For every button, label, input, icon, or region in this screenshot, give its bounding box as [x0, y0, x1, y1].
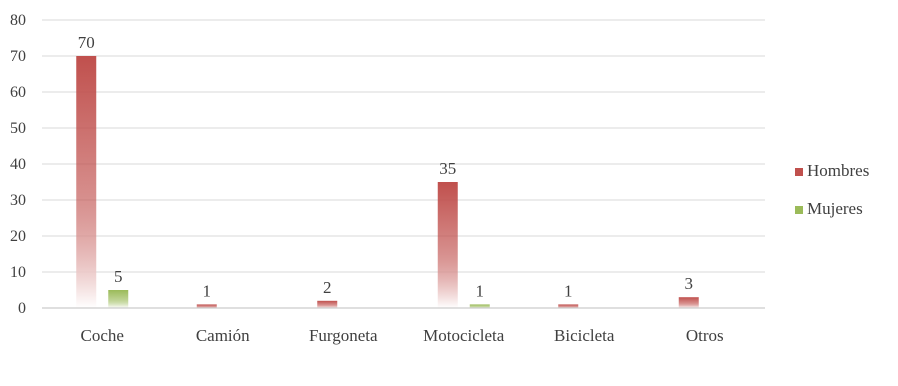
x-category-label: Motocicleta — [423, 326, 505, 345]
x-category-label: Coche — [81, 326, 124, 345]
data-label-hombres-0: 70 — [78, 33, 95, 52]
y-tick-label: 0 — [18, 300, 26, 317]
data-label-hombres-4: 1 — [564, 281, 573, 300]
y-tick-label: 20 — [10, 228, 26, 245]
data-label-hombres-3: 35 — [439, 159, 456, 178]
legend-label-hombres: Hombres — [807, 161, 869, 180]
legend: Hombres Mujeres — [795, 161, 869, 218]
y-tick-label: 30 — [10, 192, 26, 209]
bar-hombres-0 — [76, 56, 97, 308]
x-category-label: Furgoneta — [309, 326, 378, 345]
bars — [76, 56, 699, 308]
legend-swatch-mujeres — [795, 206, 803, 214]
x-axis: Coche Camión Furgoneta Motocicleta Bicicleta… — [42, 307, 765, 345]
legend-swatch-hombres — [795, 168, 803, 176]
y-tick-label: 40 — [10, 156, 26, 173]
x-category-label: Camión — [196, 326, 250, 345]
y-tick-label: 80 — [10, 12, 26, 29]
data-labels: 70 5 1 2 35 1 1 3 — [78, 33, 693, 300]
y-tick-label: 10 — [10, 264, 26, 281]
x-category-label: Otros — [686, 326, 724, 345]
bar-hombres-1 — [196, 304, 217, 308]
y-axis-tick-labels: 0 10 20 30 40 50 60 70 80 — [10, 12, 26, 317]
bar-mujeres-3 — [469, 304, 490, 308]
y-tick-label: 70 — [10, 48, 26, 65]
bar-hombres-2 — [317, 300, 338, 308]
data-label-hombres-1: 1 — [203, 281, 212, 300]
y-tick-label: 60 — [10, 84, 26, 101]
bar-mujeres-0 — [108, 290, 129, 308]
bar-hombres-5 — [678, 297, 699, 308]
bar-hombres-4 — [558, 304, 579, 308]
bar-hombres-3 — [437, 182, 458, 308]
y-tick-label: 50 — [10, 120, 26, 137]
data-label-hombres-2: 2 — [323, 278, 332, 297]
gridlines — [42, 19, 765, 273]
data-label-mujeres-3: 1 — [476, 281, 485, 300]
x-category-label: Bicicleta — [554, 326, 615, 345]
legend-label-mujeres: Mujeres — [807, 199, 863, 218]
data-label-mujeres-0: 5 — [114, 267, 123, 286]
data-label-hombres-5: 3 — [685, 274, 694, 293]
